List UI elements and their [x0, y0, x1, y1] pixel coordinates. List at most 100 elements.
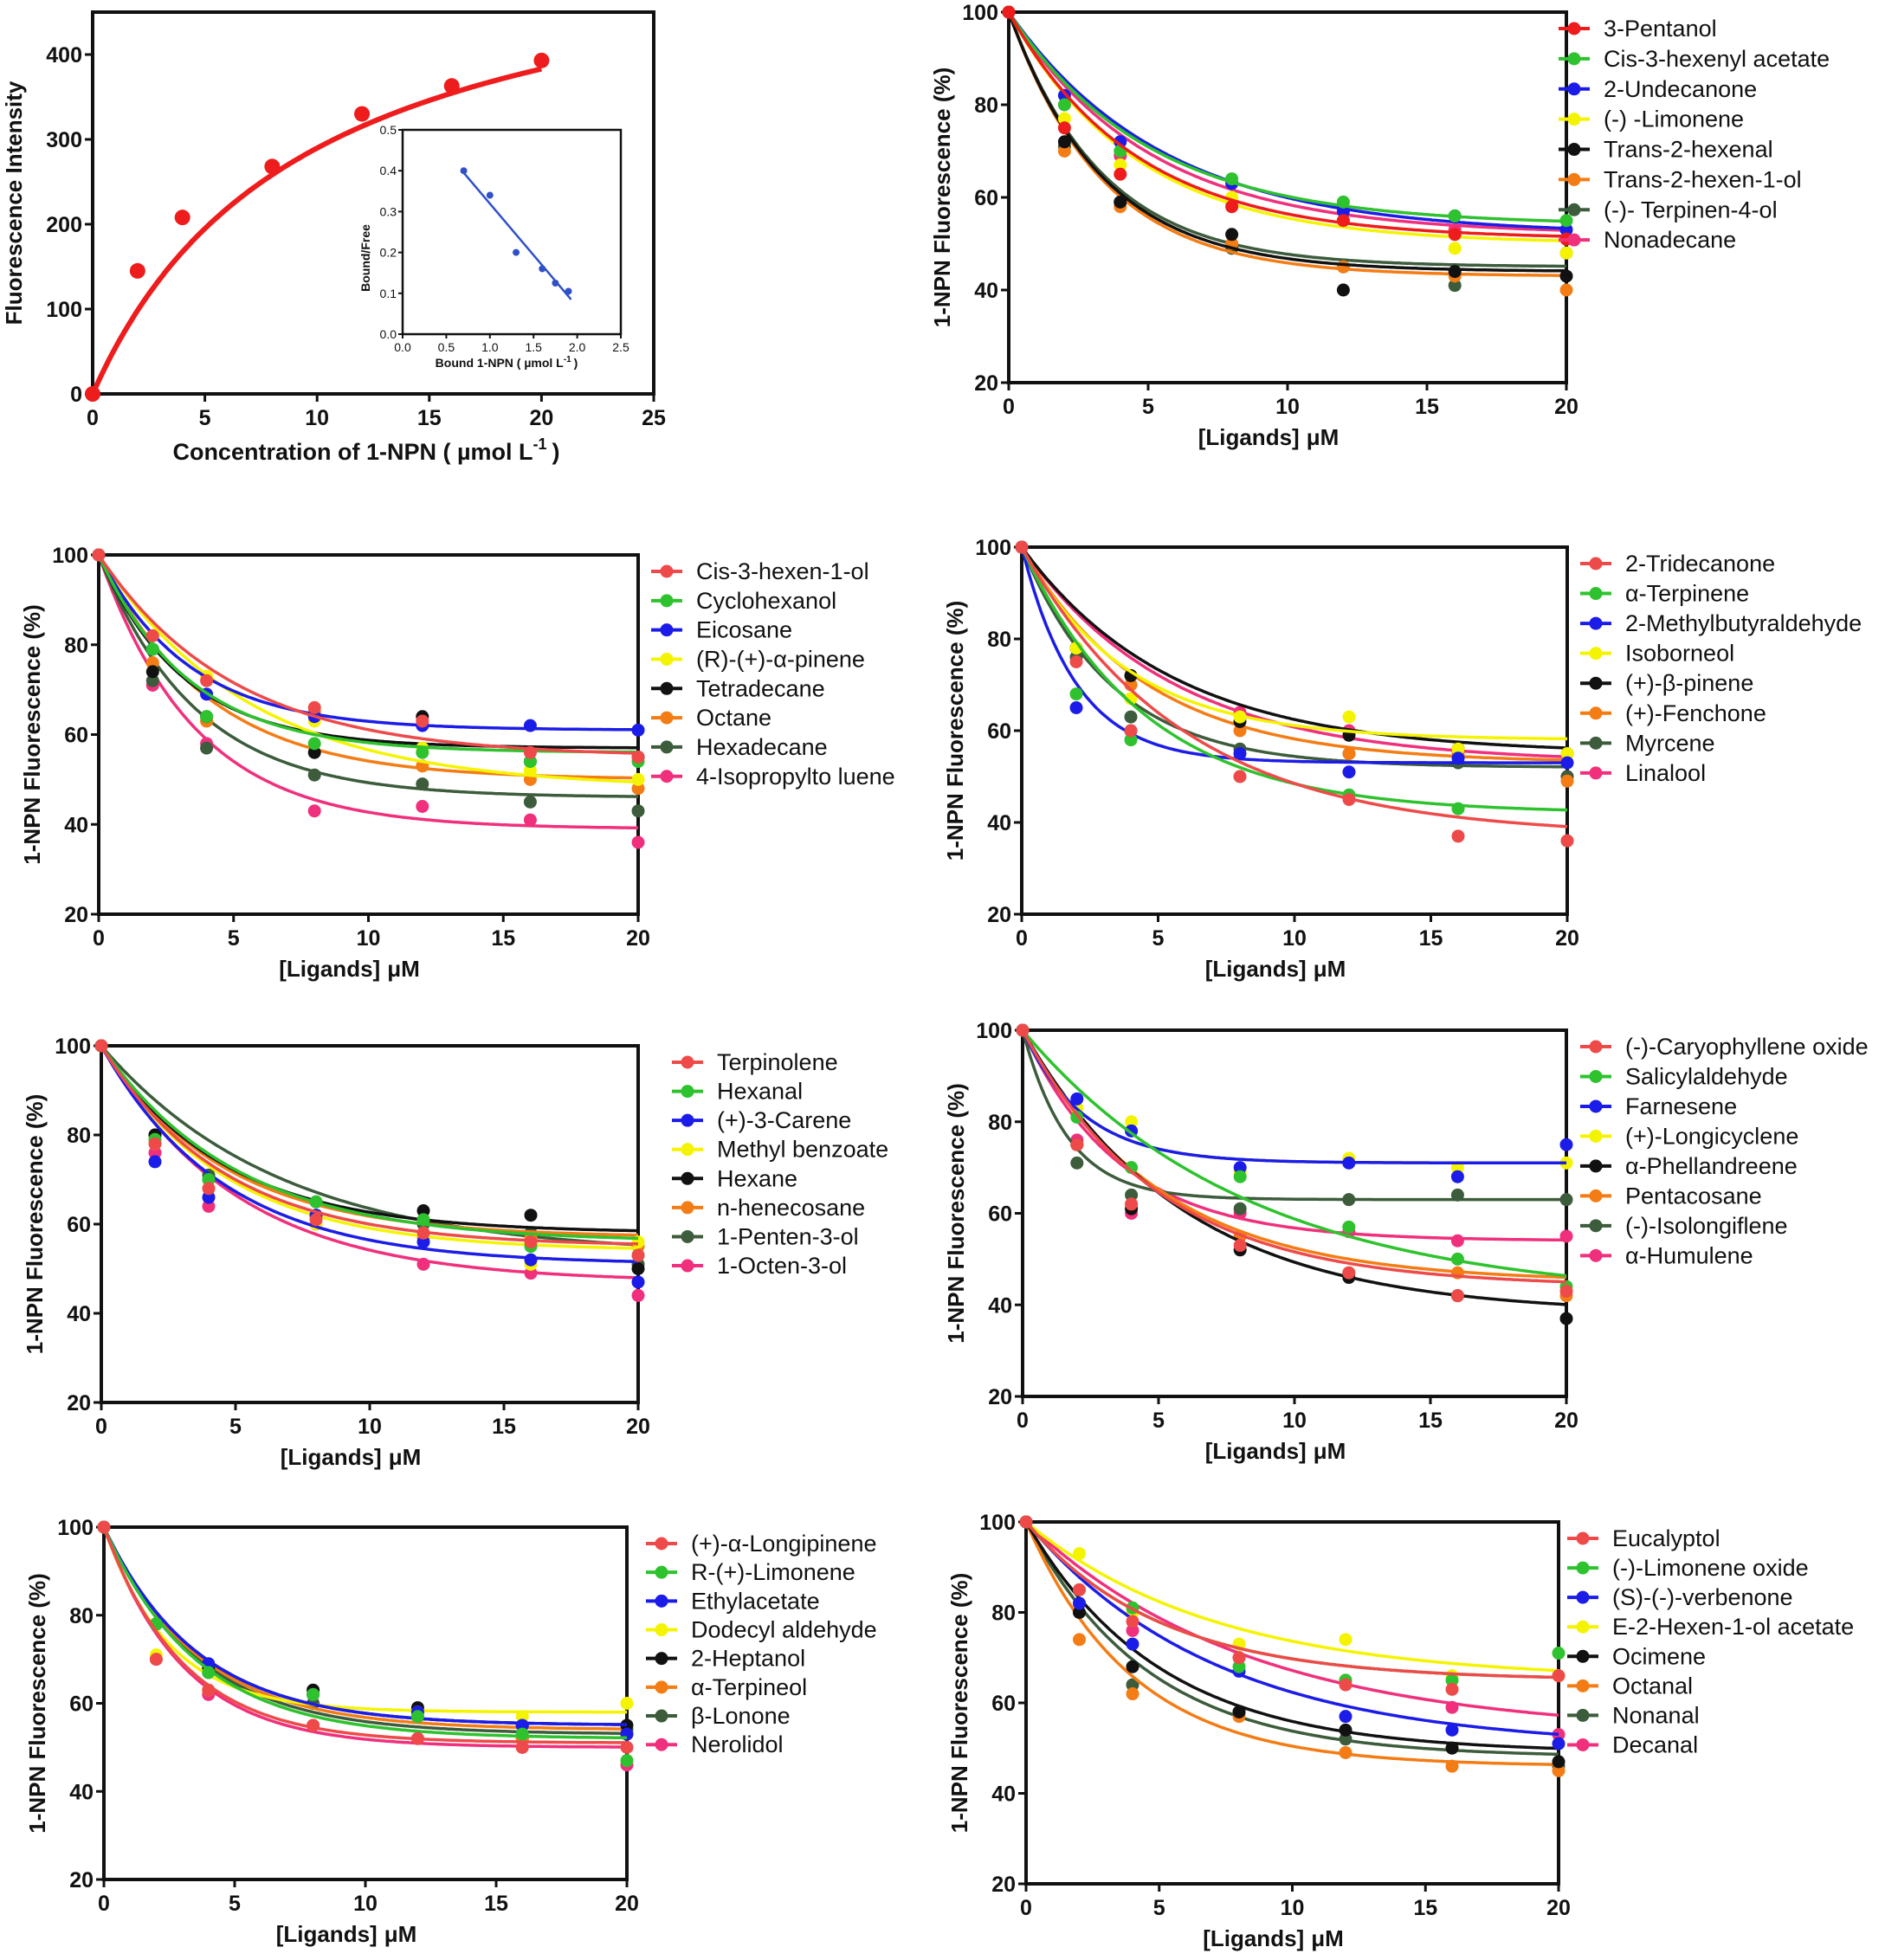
legend-label: 1-Penten-3-ol — [717, 1223, 859, 1249]
legend-label: (R)-(+)-α-pinene — [696, 646, 865, 672]
data-point — [1232, 1660, 1246, 1673]
data-point — [410, 1710, 424, 1724]
data-point — [1233, 1170, 1247, 1183]
inset-data-point — [552, 280, 559, 287]
data-point — [1559, 1138, 1573, 1151]
legend-marker — [1567, 52, 1581, 66]
data-point — [631, 835, 645, 849]
data-point — [1559, 1312, 1573, 1325]
data-point — [148, 1137, 162, 1151]
inset-x-tick-label: 0.5 — [438, 340, 455, 354]
y-axis-label: 1-NPN Fluorescence (%) — [22, 1094, 48, 1355]
data-point — [307, 745, 321, 759]
data-point — [1336, 195, 1350, 209]
legend-marker — [1567, 172, 1581, 186]
legend-marker — [1576, 1738, 1590, 1751]
data-point — [1559, 214, 1573, 228]
legend-marker — [1589, 1069, 1603, 1083]
data-point — [1073, 1583, 1086, 1596]
x-axis-unit: μM — [389, 1444, 422, 1470]
data-point — [202, 1683, 216, 1697]
x-tick-label: 0 — [95, 1415, 107, 1439]
data-point — [524, 1209, 538, 1222]
data-point — [1233, 710, 1247, 724]
series-7 — [1016, 1023, 1573, 1248]
legend-marker — [1576, 1649, 1590, 1663]
x-tick-label: 0 — [98, 1892, 110, 1916]
series-0 — [1015, 540, 1574, 848]
data-point — [1451, 751, 1465, 765]
series-1 — [1019, 1515, 1566, 1687]
x-tick-label: 15 — [492, 1415, 516, 1439]
legend-label: Cis-3-hexenyl acetate — [1604, 46, 1830, 72]
x-tick-label: 5 — [229, 1892, 241, 1916]
chart-panel6: 20 40 60 80 100 0 5 10 15 20 [Ligands] μM 1-NPN Fluo… — [943, 1019, 1869, 1464]
data-point — [1124, 724, 1138, 738]
data-point — [1552, 1728, 1566, 1742]
inset-y-tick-label: 0.2 — [380, 246, 397, 260]
data-point — [410, 1731, 424, 1745]
x-tick-label: 25 — [642, 406, 666, 430]
legend-label: Myrcene — [1625, 730, 1715, 756]
y-axis-label: 1-NPN Fluorescence (%) — [24, 1573, 50, 1834]
data-point — [1559, 1284, 1573, 1298]
y-tick-label: 80 — [974, 93, 998, 118]
legend-label: Hexadecane — [696, 734, 828, 760]
data-point — [174, 210, 190, 226]
data-point — [200, 674, 214, 687]
legend-marker — [681, 1113, 694, 1127]
data-point — [202, 1190, 216, 1204]
data-point — [1073, 1547, 1086, 1561]
data-point — [1450, 1289, 1464, 1303]
data-point — [1114, 158, 1127, 172]
data-point — [1057, 121, 1071, 135]
series-5 — [1015, 540, 1574, 788]
fit-curve — [1024, 1520, 1559, 1673]
legend-label: Dodecyl aldehyde — [691, 1617, 877, 1643]
legend-marker — [1567, 113, 1581, 126]
series-4 — [92, 548, 645, 769]
inset-x-tick-label: 2.0 — [569, 340, 586, 354]
data-point — [1073, 1606, 1086, 1619]
x-tick-label: 0 — [1020, 1896, 1032, 1920]
data-point — [1342, 793, 1356, 806]
legend: Cis-3-hexen-1-ol Cyclohexanol Eicosane (R)-… — [651, 558, 895, 790]
data-point — [1070, 1092, 1084, 1106]
data-point — [523, 719, 537, 732]
x-tick-label: 5 — [1152, 1409, 1165, 1433]
data-point — [1559, 246, 1573, 260]
fit-curve — [102, 1526, 627, 1749]
legend-marker — [1589, 1040, 1603, 1054]
data-point — [1233, 1161, 1247, 1175]
legend-marker — [1567, 143, 1581, 157]
x-axis-unit: μM — [1307, 424, 1340, 450]
x-tick-label: 20 — [1555, 926, 1579, 951]
legend-label: Hexane — [717, 1165, 797, 1191]
data-point — [202, 1173, 216, 1186]
inset-data-point — [460, 167, 468, 175]
legend-label: Octanal — [1612, 1673, 1693, 1699]
legend-label: 2-Undecanone — [1604, 76, 1757, 102]
legend-label: (-)-Isolongiflene — [1625, 1213, 1788, 1239]
x-tick-label: 10 — [357, 926, 381, 951]
data-point — [1125, 1197, 1139, 1211]
x-axis-label: [Ligands] μM — [1205, 956, 1346, 982]
data-point — [97, 1520, 111, 1534]
legend-marker — [1567, 203, 1581, 216]
data-point — [1114, 195, 1127, 209]
series-0 — [1016, 1023, 1573, 1303]
legend-marker — [1589, 1159, 1603, 1173]
legend-marker — [660, 564, 674, 578]
legend-label: Farnesene — [1625, 1093, 1737, 1119]
data-point — [1336, 214, 1350, 228]
legend-marker — [1589, 587, 1603, 601]
x-tick-label: 20 — [626, 926, 650, 951]
y-tick-label: 100 — [52, 544, 88, 568]
series-0 — [92, 548, 645, 764]
data-point — [1552, 1755, 1566, 1769]
fit-curve — [1020, 546, 1567, 764]
data-point — [1339, 1678, 1352, 1692]
data-point — [1073, 1596, 1086, 1610]
y-axis-label: 1-NPN Fluorescence (%) — [942, 601, 968, 861]
data-point — [523, 745, 537, 759]
